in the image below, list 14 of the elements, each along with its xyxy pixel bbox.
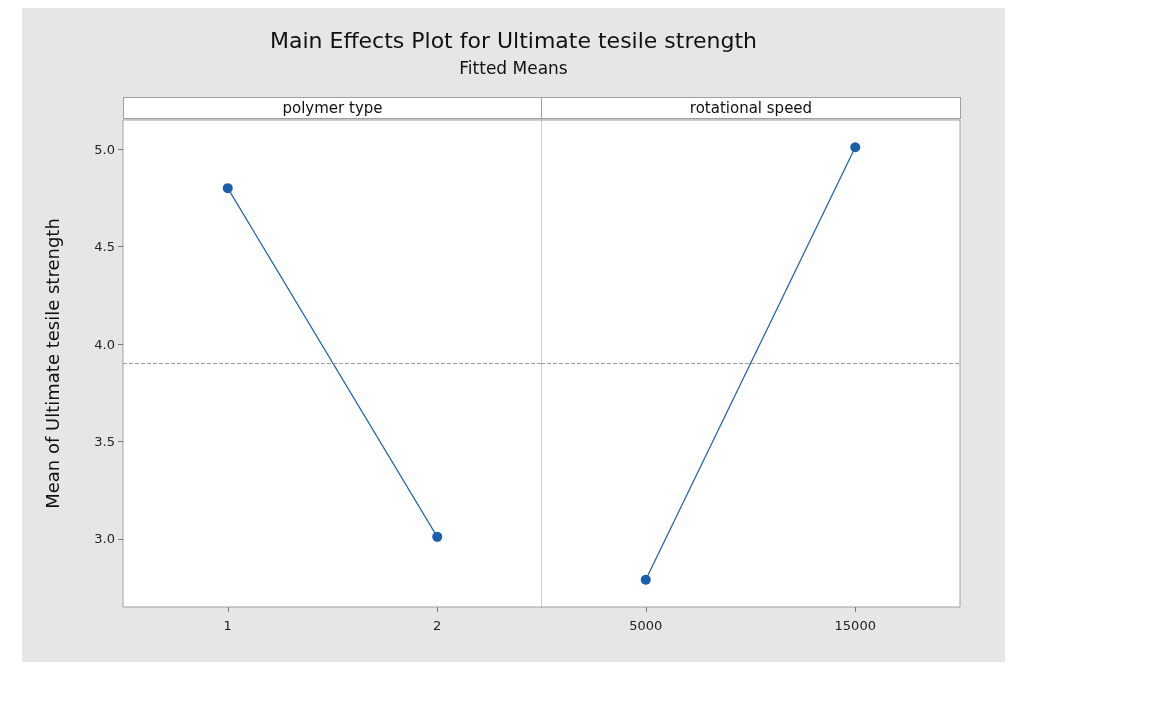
y-tick-label: 3.5 — [94, 433, 115, 449]
x-tick-label: 2 — [433, 618, 442, 633]
x-tick-label: 5000 — [629, 618, 663, 633]
y-tick-label: 3.0 — [94, 531, 115, 547]
x-axis-title: polymer type — [123, 97, 542, 119]
x-tick-label: 15000 — [834, 618, 876, 633]
x-tick-label: 1 — [223, 618, 232, 633]
y-tick-label: 5.0 — [94, 141, 115, 157]
chart-title: Main Effects Plot for Ultimate tesile strength — [268, 28, 758, 53]
y-tick-label: 4.5 — [94, 239, 115, 255]
x-axis-title: rotational speed — [541, 97, 961, 119]
chart-subtitle: Fitted Means — [458, 58, 569, 78]
y-axis-title: Mean of Ultimate tesile strength — [41, 218, 63, 509]
y-tick-label: 4.0 — [94, 336, 115, 352]
